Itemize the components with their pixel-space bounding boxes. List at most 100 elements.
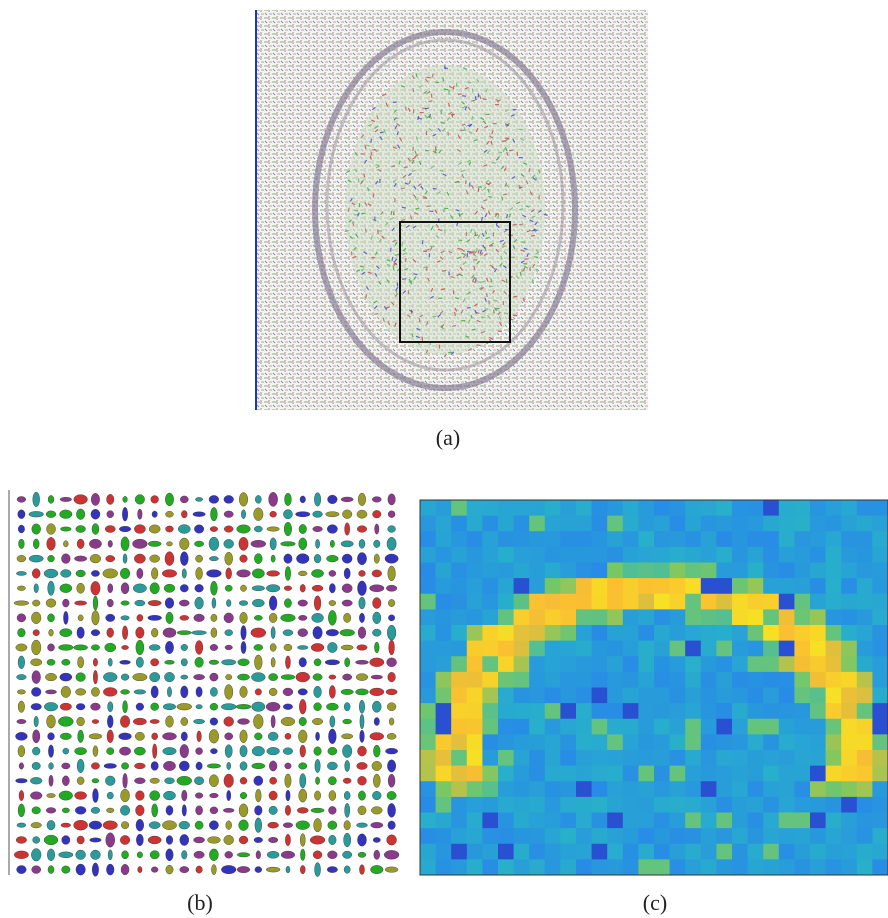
glyph — [328, 674, 337, 680]
heatmap-cell — [591, 859, 608, 875]
heatmap-cell — [700, 859, 717, 875]
glyph — [297, 688, 308, 696]
glyph — [223, 510, 234, 518]
fiber — [503, 229, 508, 233]
glyph — [90, 807, 101, 814]
glyph — [32, 836, 40, 844]
heatmap-cell — [482, 843, 499, 860]
glyph — [268, 790, 278, 801]
heatmap-cell — [716, 640, 733, 657]
fiber — [413, 276, 417, 281]
fiber — [371, 106, 376, 111]
fiber — [488, 135, 493, 139]
heatmap-cell — [763, 734, 780, 751]
heatmap-cell — [576, 734, 593, 751]
glyph — [59, 497, 72, 502]
heatmap-cell — [732, 718, 749, 735]
glyph — [312, 510, 323, 518]
glyph — [121, 821, 130, 830]
heatmap-cell — [544, 703, 561, 720]
fiber — [383, 306, 388, 310]
fiber — [363, 159, 368, 164]
heatmap-cell — [794, 859, 811, 875]
heatmap-cell — [544, 515, 561, 532]
glyph — [313, 658, 322, 667]
glyph — [238, 819, 249, 831]
heatmap-cell — [747, 625, 764, 642]
glyph — [180, 731, 188, 741]
glyph — [73, 644, 88, 651]
glyph — [150, 658, 160, 667]
glyph — [60, 686, 71, 698]
heatmap-cell — [669, 562, 686, 579]
heatmap-cell — [622, 812, 639, 829]
heatmap-cell — [451, 703, 468, 720]
glyph — [194, 584, 204, 593]
heatmap-cell — [591, 640, 608, 657]
heatmap-cell — [654, 781, 671, 798]
fiber — [515, 275, 520, 280]
heatmap-cell — [810, 750, 827, 767]
heatmap-cell — [560, 640, 577, 657]
heatmap-cell — [841, 718, 858, 735]
glyph — [269, 537, 277, 551]
heatmap-cell — [716, 859, 733, 875]
heatmap-cell — [810, 546, 827, 563]
fiber — [461, 106, 466, 109]
heatmap-cell — [435, 687, 452, 704]
heatmap-cell — [482, 859, 499, 875]
heatmap-cell — [810, 515, 827, 532]
glyph — [373, 553, 380, 564]
fiber — [468, 161, 472, 166]
heatmap-cell — [841, 796, 858, 813]
fiber — [509, 149, 514, 152]
fiber — [414, 150, 417, 155]
heatmap-cell — [763, 546, 780, 563]
fiber — [391, 165, 396, 168]
heatmap-cell — [700, 750, 717, 767]
heatmap-cell — [669, 703, 686, 720]
heatmap-cell — [810, 718, 827, 735]
fiber — [516, 151, 519, 156]
fiber — [382, 317, 385, 322]
fiber — [457, 247, 462, 250]
heatmap-cell — [576, 750, 593, 767]
heatmap-cell — [654, 750, 671, 767]
glyph — [266, 570, 280, 577]
fiber — [460, 101, 465, 105]
heatmap-cell — [591, 625, 608, 642]
heatmap-cell — [435, 500, 452, 517]
glyph — [17, 524, 25, 534]
heatmap-cell — [576, 781, 593, 798]
fiber — [420, 185, 424, 190]
glyph — [91, 778, 100, 784]
glyph — [150, 685, 159, 699]
heatmap-cell — [654, 593, 671, 610]
heatmap-cell — [669, 812, 686, 829]
heatmap-cell — [420, 578, 437, 595]
glyph — [369, 732, 384, 741]
fiber — [470, 184, 475, 189]
heatmap-cell — [825, 609, 842, 626]
heatmap-cell — [513, 796, 530, 813]
heatmap-cell — [856, 656, 873, 673]
glyph — [241, 509, 246, 519]
heatmap-cell — [513, 687, 530, 704]
heatmap-cell — [638, 796, 655, 813]
heatmap-cell — [794, 703, 811, 720]
heatmap-cell — [716, 593, 733, 610]
heatmap-cell — [747, 812, 764, 829]
glyph — [208, 659, 219, 665]
fiber — [522, 214, 527, 218]
glyph — [196, 730, 202, 742]
heatmap-cell — [841, 656, 858, 673]
fiber — [462, 67, 468, 70]
heatmap-cell — [513, 734, 530, 751]
heatmap-cell — [482, 625, 499, 642]
glyph — [165, 641, 174, 654]
glyph — [239, 492, 249, 507]
glyph — [313, 818, 322, 833]
heatmap-cell — [607, 734, 624, 751]
heatmap-cell — [778, 734, 795, 751]
glyph — [165, 715, 174, 728]
